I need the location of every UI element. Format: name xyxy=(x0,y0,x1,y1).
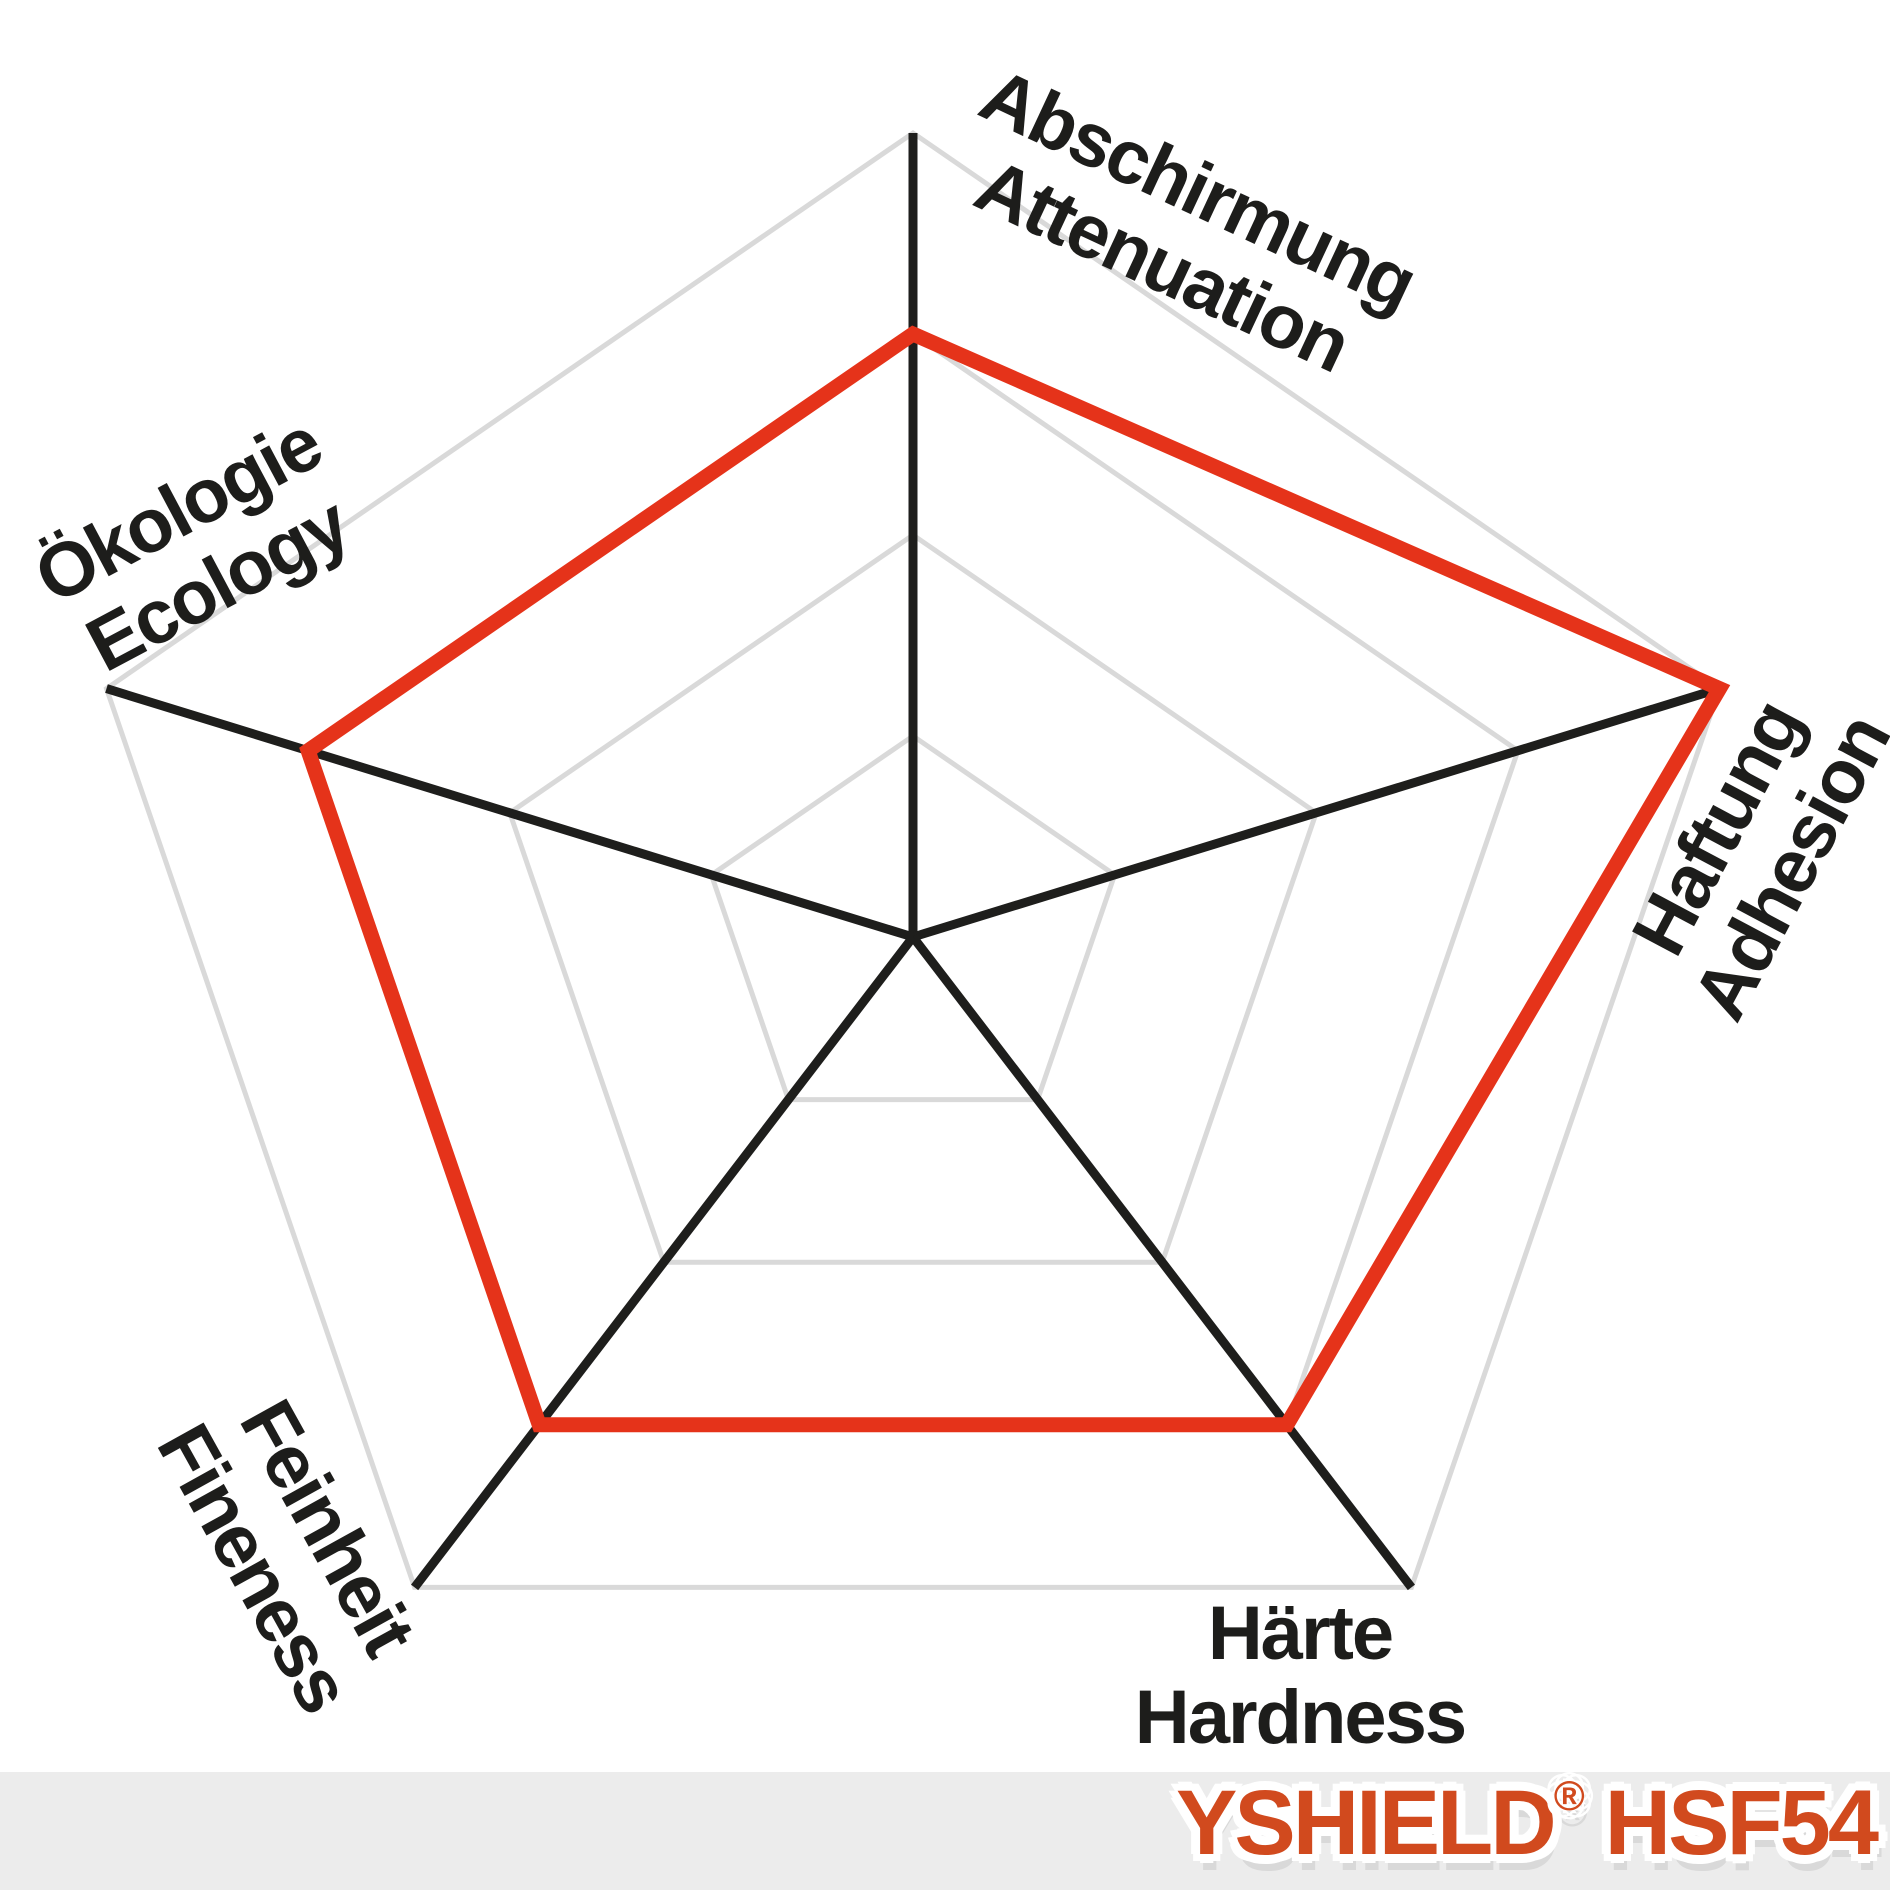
grid-ring xyxy=(708,732,1118,1103)
registered-mark-icon: ® xyxy=(1553,1771,1585,1819)
axis-label-haerte: Härte Hardness xyxy=(1134,1591,1467,1760)
brand-name-shadow: YSHIELD xyxy=(1178,1787,1560,1890)
brand-name: YSHIELD xyxy=(1175,1771,1557,1874)
brand-bar: YSHIELD® HSF54 YSHIELD® HSF54 xyxy=(0,1772,1890,1890)
axis-label-haerte-de: Härte xyxy=(1207,1591,1394,1676)
axis-lines xyxy=(105,133,1721,1591)
grid-ring xyxy=(506,531,1320,1265)
brand-model: HSF54 xyxy=(1604,1771,1879,1874)
brand-logo: YSHIELD® HSF54 YSHIELD® HSF54 xyxy=(1176,1772,1882,1886)
brand-logo-text: YSHIELD® HSF54 xyxy=(1176,1772,1879,1886)
axis-line xyxy=(911,684,1721,942)
axis-label-haerte-en: Hardness xyxy=(1134,1675,1467,1760)
axis-line xyxy=(411,934,917,1591)
registered-mark-shadow: ® xyxy=(1556,1787,1588,1835)
axis-line xyxy=(909,934,1415,1591)
axis-line xyxy=(105,684,915,942)
brand-logo-shadow: YSHIELD® HSF54 xyxy=(1179,1788,1882,1902)
data-polygon xyxy=(299,325,1731,1433)
grid-ring xyxy=(103,129,1723,1590)
brand-model-shadow: HSF54 xyxy=(1607,1787,1882,1890)
